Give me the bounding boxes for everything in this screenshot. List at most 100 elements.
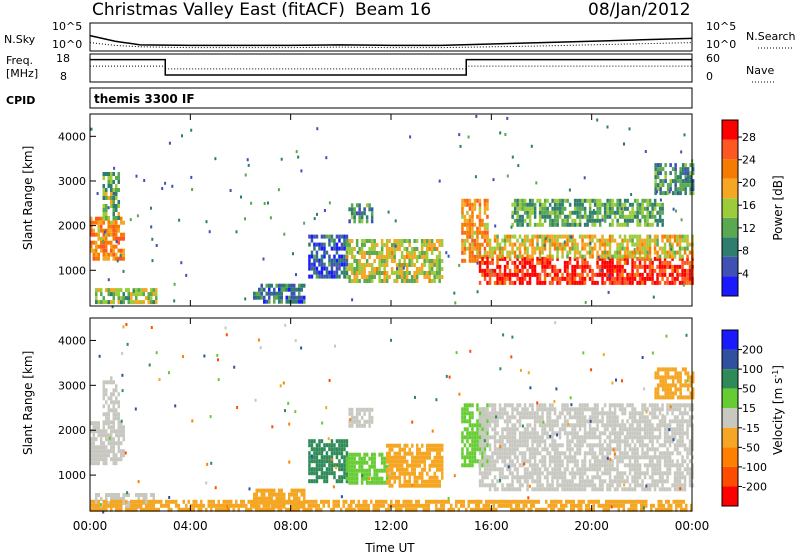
- echo-cell: [474, 451, 477, 455]
- echo-cell: [511, 451, 514, 455]
- echo-cell: [681, 439, 684, 443]
- echo-cell: [581, 419, 584, 423]
- echo-cell: [95, 445, 98, 449]
- echo-cell: [348, 275, 351, 279]
- echo-cell: [499, 269, 502, 273]
- echo-cell: [361, 247, 364, 251]
- echo-cell: [474, 459, 477, 463]
- echo-cell: [95, 245, 98, 249]
- echo-cell: [115, 292, 118, 296]
- echo-cell: [361, 215, 364, 219]
- echo-cell: [586, 273, 589, 277]
- echo-cell: [596, 219, 599, 223]
- echo-cell: [466, 427, 469, 431]
- echo-cell: [394, 472, 397, 476]
- echo-cell: [576, 459, 579, 463]
- echo-cell: [674, 255, 677, 259]
- echo-cell: [118, 288, 121, 292]
- echo-cell: [351, 424, 354, 428]
- nsearch-label: N.Search: [746, 30, 796, 43]
- echo-cell: [626, 207, 629, 211]
- echo-cell: [115, 412, 118, 416]
- echo-cell: [584, 431, 587, 435]
- echo-cell: [426, 456, 429, 460]
- echo-cell: [108, 504, 111, 508]
- echo-cell: [366, 263, 369, 267]
- echo-cell: [634, 243, 637, 247]
- echo-cell: [614, 403, 617, 407]
- echo-cell: [631, 269, 634, 273]
- echo-cell: [631, 407, 634, 411]
- echo-cell: [253, 493, 256, 497]
- echo-cell: [348, 504, 351, 508]
- echo-cell: [687, 387, 690, 391]
- echo-cell: [559, 211, 562, 215]
- echo-cell: [358, 271, 361, 275]
- echo-cell: [569, 407, 572, 411]
- echo-cell: [118, 420, 121, 424]
- echo-cell: [175, 504, 178, 508]
- echo-cell: [499, 281, 502, 285]
- echo-cell: [108, 288, 111, 292]
- echo-cell: [428, 504, 431, 508]
- echo-cell: [614, 435, 617, 439]
- echo-cell: [589, 463, 592, 467]
- echo-cell: [496, 235, 499, 239]
- echo-cell: [346, 247, 349, 251]
- echo-cell: [631, 419, 634, 423]
- echo-cell: [361, 481, 364, 485]
- echo-cell: [571, 435, 574, 439]
- echo-cell: [481, 471, 484, 475]
- scatter-point: [596, 119, 598, 122]
- echo-cell: [576, 273, 579, 277]
- echo-cell: [343, 500, 346, 504]
- echo-cell: [519, 199, 522, 203]
- echo-cell: [335, 500, 338, 504]
- echo-cell: [338, 439, 341, 443]
- echo-cell: [341, 263, 344, 267]
- echo-cell: [439, 460, 442, 464]
- echo-cell: [676, 447, 679, 451]
- echo-cell: [338, 443, 341, 447]
- power-colorbar-tick-label: 8: [742, 245, 749, 258]
- echo-cell: [419, 452, 422, 456]
- echo-cell: [651, 211, 654, 215]
- echo-cell: [366, 279, 369, 283]
- echo-cell: [93, 253, 96, 257]
- echo-cell: [486, 273, 489, 277]
- echo-cell: [544, 443, 547, 447]
- echo-cell: [481, 261, 484, 265]
- echo-cell: [686, 403, 689, 407]
- echo-cell: [641, 211, 644, 215]
- echo-cell: [316, 259, 319, 263]
- frequency-panel: Freq. [MHz] 18 8 60 0 Nave: [6, 52, 775, 83]
- echo-cell: [484, 261, 487, 265]
- echo-cell: [308, 451, 311, 455]
- echo-cell: [406, 251, 409, 255]
- echo-cell: [676, 243, 679, 247]
- echo-cell: [389, 444, 392, 448]
- echo-cell: [291, 284, 294, 288]
- echo-cell: [551, 243, 554, 247]
- echo-cell: [479, 207, 482, 211]
- echo-cell: [403, 504, 406, 508]
- nsky-tick-top: 10^5: [52, 20, 82, 33]
- echo-cell: [554, 439, 557, 443]
- echo-cell: [348, 473, 351, 477]
- echo-cell: [404, 448, 407, 452]
- echo-cell: [118, 296, 121, 300]
- echo-cell: [581, 471, 584, 475]
- echo-cell: [113, 196, 116, 200]
- echo-cell: [323, 255, 326, 259]
- scatter-point: [608, 257, 610, 260]
- echo-cell: [621, 247, 624, 251]
- echo-cell: [484, 255, 487, 259]
- echo-cell: [95, 257, 98, 261]
- echo-cell: [496, 439, 499, 443]
- echo-cell: [378, 251, 381, 255]
- scatter-point: [250, 202, 252, 205]
- echo-cell: [561, 235, 564, 239]
- echo-cell: [351, 203, 354, 207]
- echo-cell: [569, 439, 572, 443]
- echo-cell: [471, 439, 474, 443]
